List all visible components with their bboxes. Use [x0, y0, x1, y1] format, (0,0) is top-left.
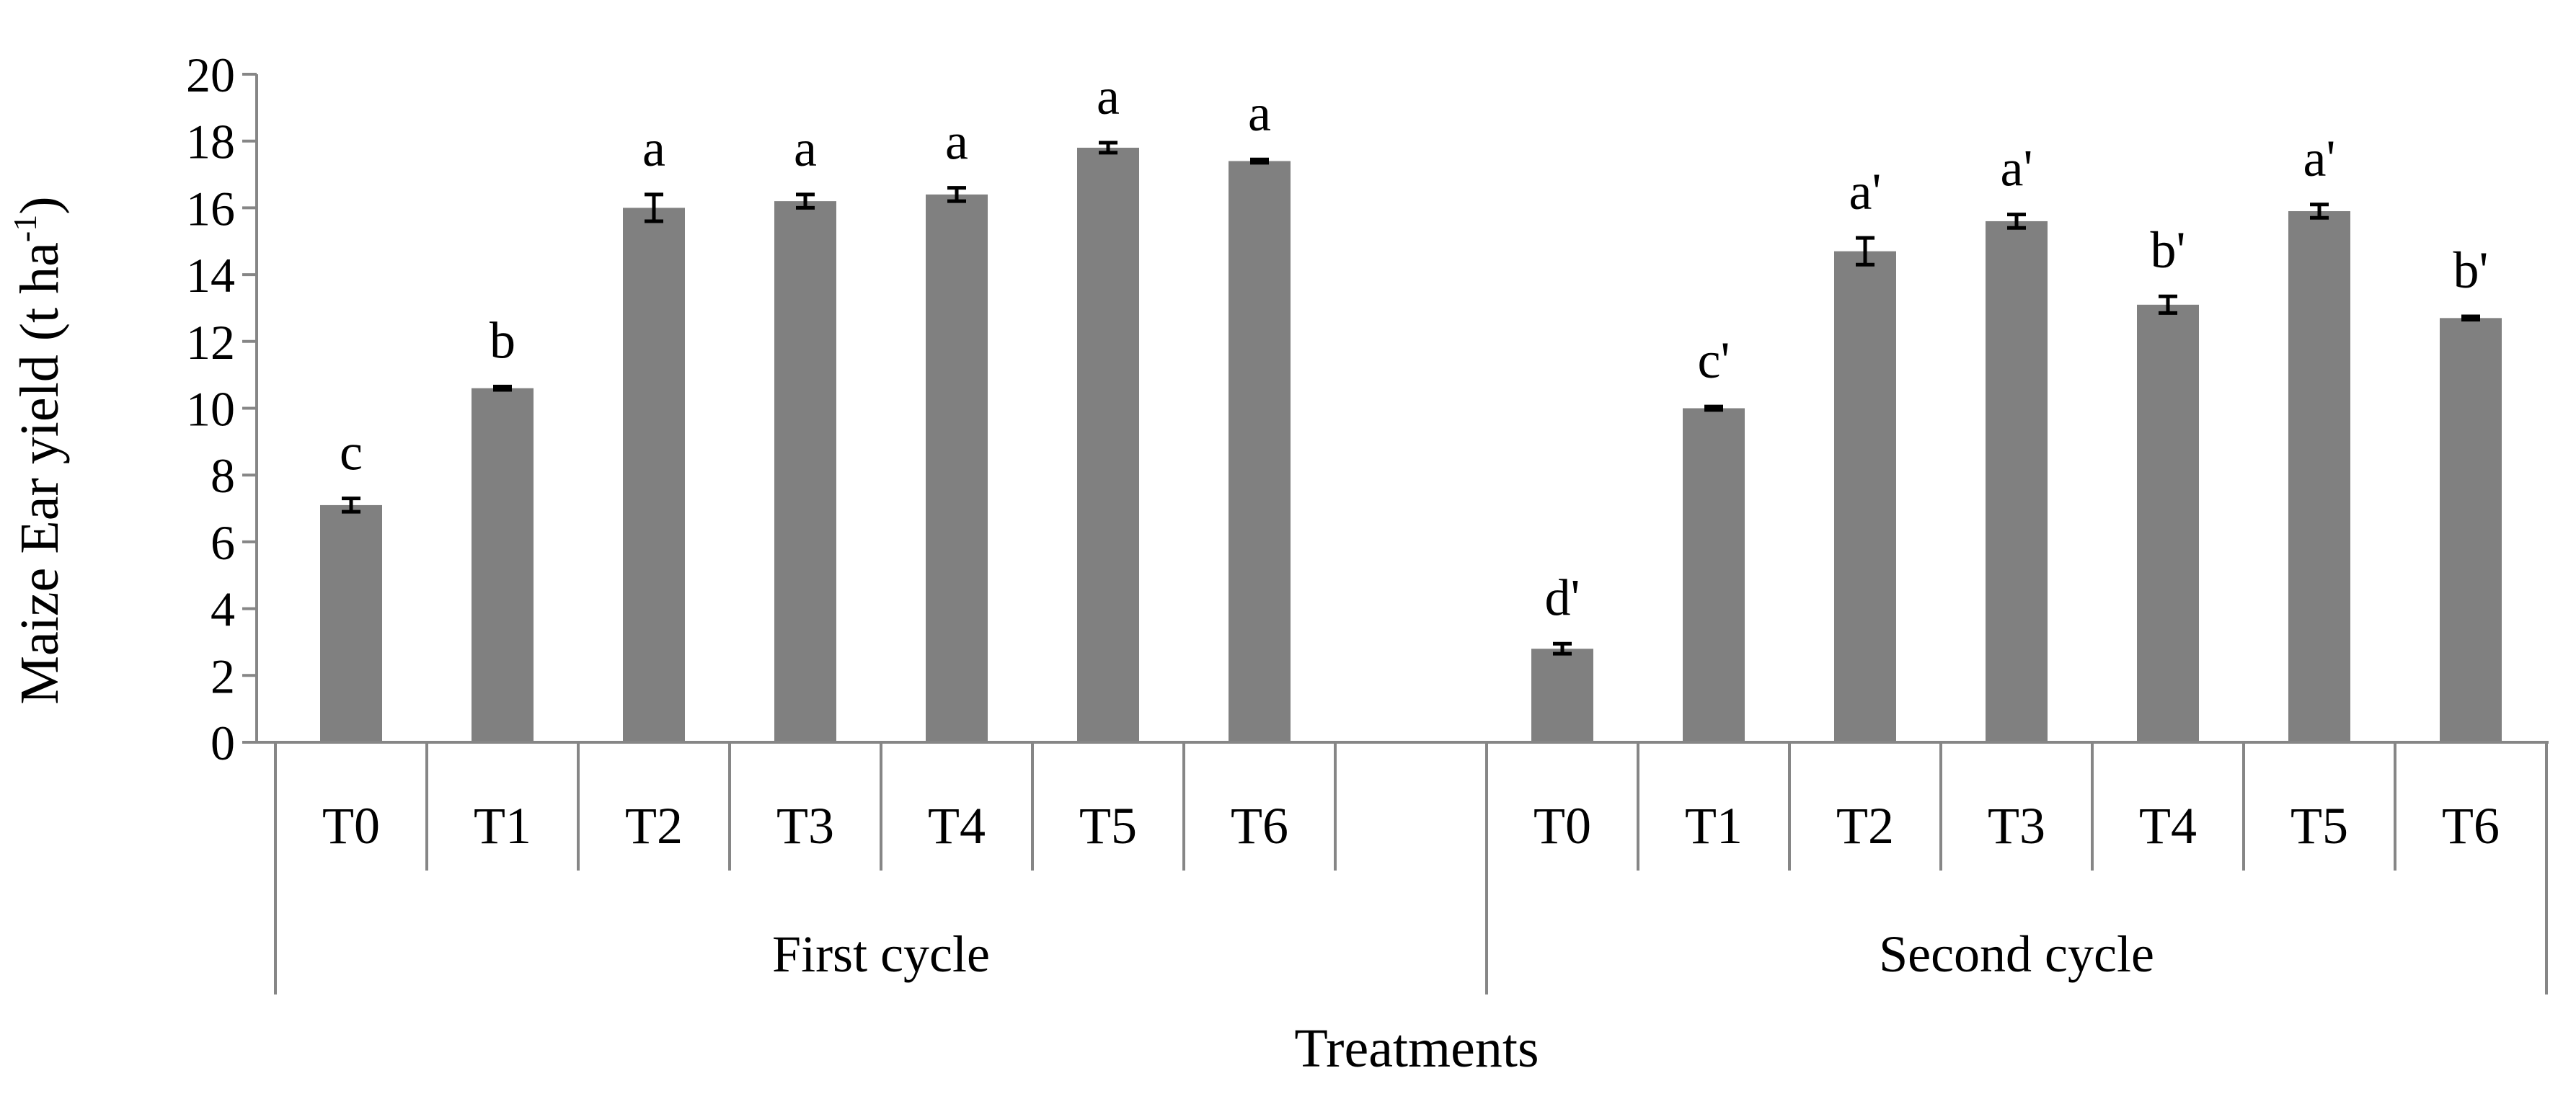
y-tick-label: 12	[186, 315, 235, 370]
bar	[774, 201, 836, 742]
bar	[1531, 649, 1593, 742]
significance-letter: b'	[2453, 241, 2489, 299]
significance-letter: a'	[2001, 140, 2033, 197]
x-category-label: T6	[1231, 797, 1288, 855]
y-axis: 0 2 4 6 8 10 12 14 16 18 20	[186, 48, 258, 770]
x-category-label: T0	[1533, 797, 1591, 855]
x-category-label: T0	[322, 797, 380, 855]
significance-letter: c	[340, 424, 363, 481]
bar	[1986, 221, 2048, 742]
bar	[1834, 251, 1896, 742]
bar	[1683, 408, 1745, 742]
bar	[1229, 161, 1291, 742]
y-tick-label: 10	[186, 382, 235, 437]
x-axis: T0 T1 T2 T3 T4 T5 T6 T0 T1 T2 T3 T4 T5 T6 First cycle S…	[257, 741, 2549, 994]
y-tick-label: 8	[211, 448, 235, 503]
x-axis-title: Treatments	[1294, 1018, 1539, 1079]
y-tick-label: 18	[186, 115, 235, 169]
y-axis-label-close: )	[9, 196, 70, 214]
y-tick-label: 0	[211, 716, 235, 770]
significance-letter: b'	[2151, 221, 2186, 279]
significance-letter: b	[490, 311, 515, 369]
y-axis-label: Maize Ear yield (t ha-1)	[6, 196, 70, 704]
bar	[2440, 318, 2502, 743]
y-tick-label: 6	[211, 515, 235, 570]
bar	[623, 208, 685, 742]
x-category-label: T1	[1685, 797, 1743, 855]
y-tick-label: 4	[211, 582, 235, 637]
significance-letter: a	[642, 120, 665, 177]
significance-letter: d'	[1545, 569, 1580, 626]
x-category-label: T1	[474, 797, 531, 855]
svg-text:Maize Ear yield (t ha-1): Maize Ear yield (t ha-1)	[6, 196, 70, 704]
x-category-label: T2	[1836, 797, 1894, 855]
bar	[1077, 147, 1139, 743]
x-category-label: T6	[2442, 797, 2500, 855]
x-category-label: T3	[776, 797, 834, 855]
x-category-label: T5	[2290, 797, 2348, 855]
x-category-label: T5	[1079, 797, 1137, 855]
bar	[926, 194, 988, 742]
bars: c b a a a a a d' c' a' a' b' a' b'	[320, 68, 2502, 743]
significance-letter: a	[945, 113, 968, 171]
x-category-label: T2	[625, 797, 683, 855]
significance-letter: c'	[1698, 331, 1730, 389]
significance-letter: a	[1097, 68, 1120, 125]
y-axis-label-superscript: -1	[6, 215, 43, 242]
group-label: Second cycle	[1879, 925, 2154, 983]
bar	[2288, 211, 2350, 742]
x-category-label: T4	[928, 797, 986, 855]
bar	[2137, 304, 2199, 742]
bar	[472, 388, 534, 742]
x-category-label: T3	[1988, 797, 2045, 855]
significance-letter: a'	[1849, 163, 1882, 221]
y-axis-label-text: Maize Ear yield (t ha	[9, 242, 70, 704]
significance-letter: a	[1248, 84, 1271, 142]
y-tick-label: 20	[186, 48, 235, 102]
bar	[320, 504, 382, 742]
x-category-label: T4	[2139, 797, 2197, 855]
y-tick-label: 2	[211, 649, 235, 703]
group-label: First cycle	[772, 925, 990, 983]
y-tick-label: 14	[186, 248, 235, 303]
significance-letter: a	[794, 120, 817, 177]
significance-letter: a'	[2303, 130, 2336, 187]
y-tick-label: 16	[186, 181, 235, 236]
